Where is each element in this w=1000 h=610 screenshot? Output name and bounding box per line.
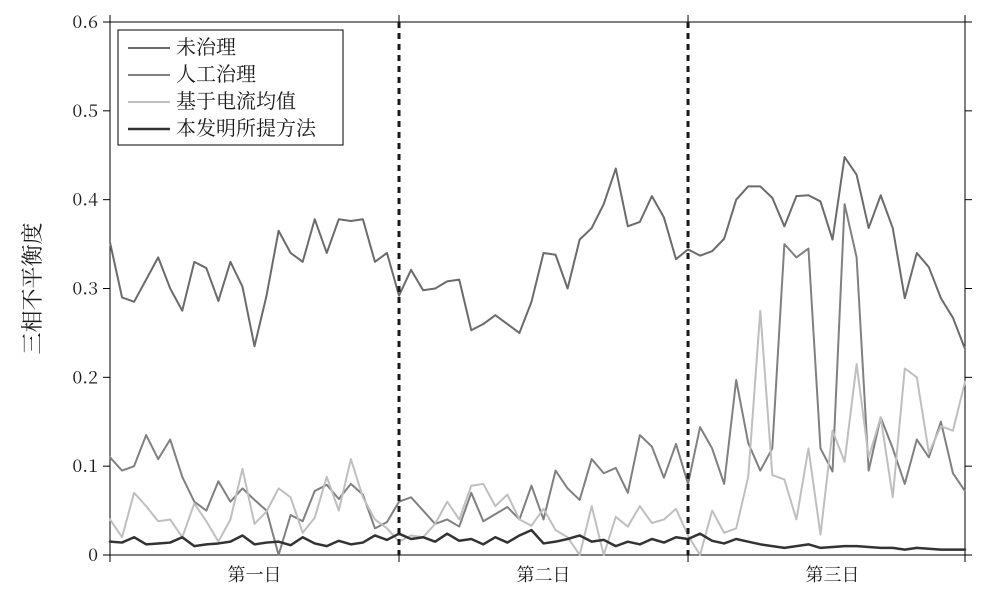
ytick-label: 0.4 [72, 186, 98, 212]
ytick-label: 0 [88, 541, 98, 567]
ytick-label: 0.5 [72, 97, 98, 123]
ytick-label: 0.3 [72, 275, 98, 301]
legend-label: 未治理 [176, 31, 236, 60]
legend-label: 本发明所提方法 [176, 112, 317, 141]
legend-label: 基于电流均值 [176, 85, 296, 114]
series-untreated [110, 157, 965, 349]
chart-svg: 0 0.1 0.2 0.3 0.4 0.5 0.6 第一日 第二日 第三日 三相不平衡度 未治理人工治… [0, 0, 1000, 610]
ytick-label: 0.1 [72, 452, 98, 478]
xtick-label: 第二日 [517, 561, 571, 587]
imbalance-chart: 0 0.1 0.2 0.3 0.4 0.5 0.6 第一日 第二日 第三日 三相不平衡度 未治理人工治… [0, 0, 1000, 610]
ytick-label: 0.6 [72, 8, 98, 34]
y-axis-label: 三相不平衡度 [16, 222, 47, 354]
series-manual [110, 204, 965, 555]
xtick-label: 第一日 [228, 561, 282, 587]
ytick-label: 0.2 [72, 363, 98, 389]
xtick-label: 第三日 [806, 561, 860, 587]
series-current_mean [110, 311, 965, 555]
legend-label: 人工治理 [176, 58, 256, 87]
series-proposed [110, 530, 965, 550]
